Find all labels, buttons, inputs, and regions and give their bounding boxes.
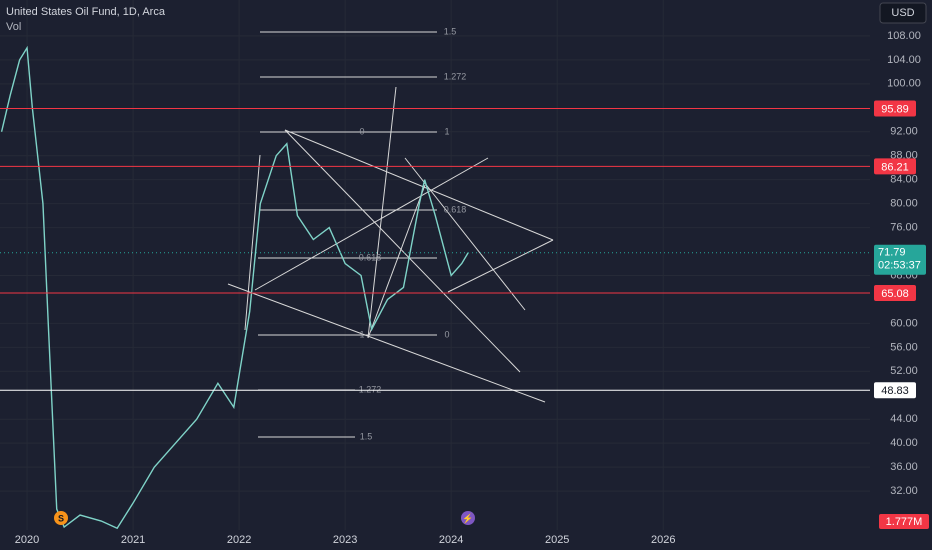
last-price-box bbox=[874, 244, 926, 275]
fib-label: 1 bbox=[444, 126, 449, 136]
chart-title: United States Oil Fund, 1D, Arca bbox=[6, 6, 166, 18]
dividend-icon-text: S bbox=[58, 513, 64, 523]
trend-line bbox=[254, 157, 489, 291]
level-label: 48.83 bbox=[881, 385, 909, 397]
y-tick-label: 92.00 bbox=[890, 126, 918, 138]
y-tick-label: 40.00 bbox=[890, 437, 918, 449]
level-label: 65.08 bbox=[881, 288, 909, 300]
y-tick-label: 36.00 bbox=[890, 461, 918, 473]
trend-line bbox=[284, 129, 554, 241]
fib-label: 0.618 bbox=[359, 252, 382, 262]
trend-line bbox=[244, 154, 261, 331]
trend-line bbox=[447, 239, 554, 293]
volume-title: Vol bbox=[6, 21, 21, 33]
level-label: 86.21 bbox=[881, 161, 909, 173]
fib-label: 0 bbox=[359, 126, 364, 136]
y-tick-label: 108.00 bbox=[887, 30, 921, 42]
event-icon-text: ⚡ bbox=[462, 512, 473, 524]
volume-box bbox=[879, 514, 929, 529]
price-line bbox=[0, 45, 469, 530]
x-tick-label: 2020 bbox=[15, 534, 39, 546]
level-label-box bbox=[874, 158, 916, 175]
x-tick-label: 2023 bbox=[333, 534, 357, 546]
drawings: 1.5 1.272 0 1 0.618 0.618 1 0 1.272 1.5 bbox=[227, 26, 554, 441]
fib-label: 1.5 bbox=[360, 431, 373, 441]
level-label-box bbox=[874, 284, 916, 301]
y-tick-label: 100.00 bbox=[887, 78, 921, 90]
fib-label: 0 bbox=[444, 329, 449, 339]
fib-label: 1 bbox=[359, 329, 364, 339]
price-axis bbox=[870, 0, 932, 550]
x-tick-label: 2026 bbox=[651, 534, 675, 546]
countdown: 02:53:37 bbox=[878, 260, 921, 272]
trend-line bbox=[284, 129, 521, 373]
level-label-box bbox=[874, 382, 916, 399]
y-tick-label: 60.00 bbox=[890, 317, 918, 329]
x-tick-label: 2025 bbox=[545, 534, 569, 546]
fib-label: 1.272 bbox=[444, 71, 467, 81]
y-tick-label: 56.00 bbox=[890, 341, 918, 353]
y-tick-label: 80.00 bbox=[890, 198, 918, 210]
trend-line bbox=[227, 283, 546, 403]
level-label-box bbox=[874, 100, 916, 117]
y-tick-label: 104.00 bbox=[887, 54, 921, 66]
x-tick-label: 2024 bbox=[439, 534, 463, 546]
grid bbox=[0, 0, 870, 530]
x-tick-label: 2022 bbox=[227, 534, 251, 546]
y-tick-label: 44.00 bbox=[890, 413, 918, 425]
currency-button[interactable] bbox=[879, 2, 927, 24]
y-tick-label: 32.00 bbox=[890, 485, 918, 497]
trend-line bbox=[367, 184, 426, 339]
fib-label: 1.272 bbox=[359, 384, 382, 394]
fib-label: 1.5 bbox=[444, 26, 457, 36]
last-price-label: 71.79 bbox=[878, 247, 906, 259]
trend-line bbox=[367, 86, 397, 339]
volume-label: 1.777M bbox=[886, 516, 923, 528]
currency[interactable]: USD bbox=[891, 7, 914, 19]
dividend-icon[interactable] bbox=[54, 511, 68, 525]
level-label: 95.89 bbox=[881, 103, 909, 115]
y-tick-label: 84.00 bbox=[890, 174, 918, 186]
y-tick-label: 52.00 bbox=[890, 365, 918, 377]
event-icon[interactable] bbox=[461, 511, 475, 525]
trend-line bbox=[404, 157, 526, 311]
x-tick-label: 2021 bbox=[121, 534, 145, 546]
fib-label: 0.618 bbox=[444, 204, 467, 214]
y-tick-label: 76.00 bbox=[890, 221, 918, 233]
plot: 108.00104.00100.0092.0088.0084.0080.0076… bbox=[0, 30, 929, 546]
